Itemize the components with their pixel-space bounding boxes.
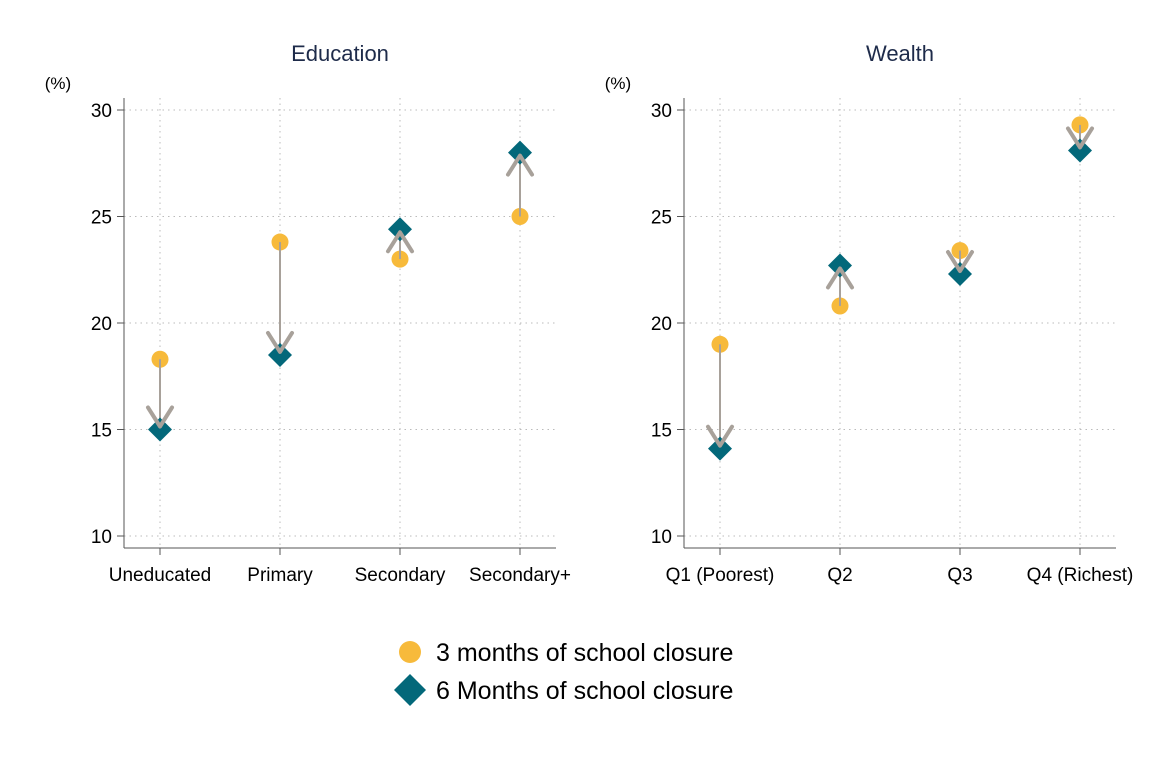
x-tick-label: Secondary+ [469, 565, 571, 586]
axes [677, 98, 1116, 555]
legend-label: 3 months of school closure [436, 639, 733, 667]
y-tick-label: 25 [651, 208, 672, 229]
y-tick-label: 20 [651, 314, 672, 335]
y-tick-label: 30 [91, 101, 112, 122]
tick-labels: 10 15 20 25 30 Q1 (Poorest) Q2 Q3 Q4 (Richest) [651, 101, 1133, 586]
x-tick-label: Q3 [947, 565, 972, 586]
point-6-months [268, 342, 292, 367]
arrowhead [826, 266, 854, 290]
panel-education: Education (%) 10 15 20 25 30 Uneducated Primar… [45, 41, 571, 586]
point-6-months [508, 140, 532, 165]
panel-title: Education [291, 41, 389, 66]
point-6-months [948, 262, 972, 287]
legend: 3 months of school closure 6 Months of s… [394, 639, 733, 706]
gridlines [124, 98, 556, 548]
gridlines [684, 98, 1116, 548]
point-6-months [148, 417, 172, 442]
y-tick-label: 15 [651, 421, 672, 442]
x-tick-label: Q4 (Richest) [1027, 565, 1134, 586]
y-tick-label: 30 [651, 101, 672, 122]
data-marks [146, 140, 534, 442]
y-tick-label: 15 [91, 421, 112, 442]
arrowhead [266, 330, 294, 354]
x-tick-label: Q1 (Poorest) [666, 565, 775, 586]
legend-label: 6 Months of school closure [436, 677, 733, 705]
y-tick-label: 10 [91, 527, 112, 548]
panel-title: Wealth [866, 41, 934, 66]
panel-wealth: Wealth (%) 10 15 20 25 30 Q1 (Poorest) Q2 Q3 Q4 … [605, 41, 1134, 586]
point-6-months [828, 253, 852, 278]
arrowhead [1066, 126, 1094, 150]
x-tick-label: Primary [247, 565, 313, 586]
y-tick-label: 10 [651, 527, 672, 548]
point-6-months [1068, 138, 1092, 163]
y-axis-label: (%) [605, 74, 631, 93]
arrowhead [506, 153, 534, 177]
axes [117, 98, 556, 555]
legend-marker-circle [399, 641, 421, 663]
arrowhead [706, 424, 734, 448]
x-tick-label: Q2 [827, 565, 852, 586]
arrowhead [946, 250, 974, 274]
tick-labels: 10 15 20 25 30 Uneducated Primary Secondary Seco… [91, 101, 571, 586]
y-tick-label: 25 [91, 208, 112, 229]
x-tick-label: Secondary [355, 565, 446, 586]
arrowhead [386, 230, 414, 254]
x-tick-label: Uneducated [109, 565, 211, 586]
point-6-months [388, 217, 412, 242]
data-marks [706, 116, 1094, 461]
point-6-months [708, 436, 732, 461]
arrowhead [146, 405, 174, 429]
legend-marker-diamond [394, 674, 426, 706]
y-axis-label: (%) [45, 74, 71, 93]
y-tick-label: 20 [91, 314, 112, 335]
